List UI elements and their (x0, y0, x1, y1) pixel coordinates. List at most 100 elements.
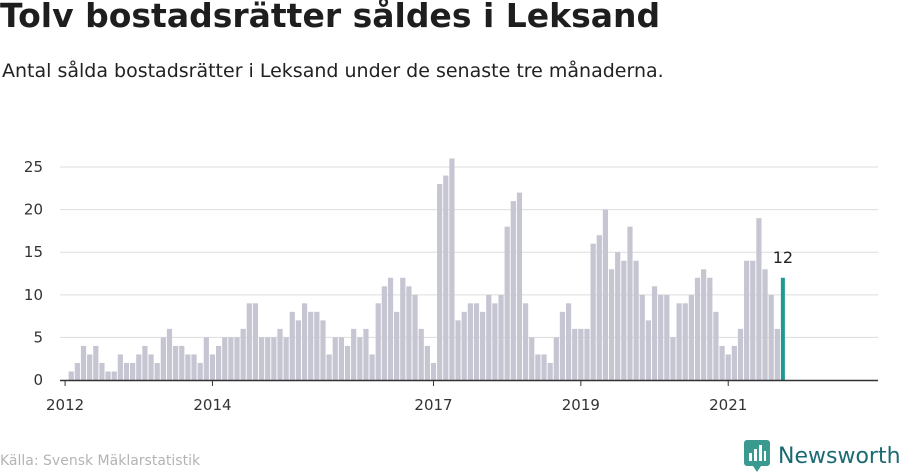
bar (160, 337, 166, 380)
bar (203, 337, 209, 380)
bar (627, 226, 633, 380)
bar (756, 218, 762, 380)
x-tick-label: 2014 (193, 396, 231, 414)
bar (750, 260, 756, 380)
bar (326, 354, 332, 380)
bar (136, 354, 142, 380)
bar (277, 328, 283, 380)
bar (369, 354, 375, 380)
bar (498, 294, 504, 380)
x-tick-label: 2021 (709, 396, 747, 414)
x-tick-label: 2019 (562, 396, 600, 414)
bar (645, 320, 651, 380)
bar (639, 294, 645, 380)
bar (584, 328, 590, 380)
bar (664, 294, 670, 380)
bar (473, 303, 480, 380)
bar (363, 328, 369, 380)
bar (535, 354, 541, 380)
bar (246, 303, 252, 380)
bar (707, 277, 713, 380)
bar (688, 294, 694, 380)
brand-logo[interactable]: Newsworthy (744, 440, 900, 472)
bar (222, 337, 228, 380)
newsworthy-icon (744, 440, 770, 472)
bar (725, 354, 731, 380)
bars (68, 158, 785, 380)
bar (621, 260, 627, 380)
bar (240, 328, 246, 380)
bar (154, 362, 160, 380)
bar (179, 345, 185, 380)
bar (130, 362, 136, 380)
bar (99, 362, 105, 380)
bar (412, 294, 418, 380)
bar (400, 277, 406, 380)
x-tick-label: 2012 (46, 396, 84, 414)
highlight-data-label: 12 (773, 248, 793, 267)
bar (191, 354, 197, 380)
bar (387, 277, 394, 380)
bar (142, 345, 148, 380)
bar (559, 311, 566, 380)
bar (332, 337, 338, 380)
bar (461, 311, 467, 380)
bar (713, 311, 719, 380)
chart-subtitle: Antal sålda bostadsrätter i Leksand unde… (2, 60, 664, 82)
y-tick-label: 20 (24, 201, 43, 219)
bar (381, 286, 387, 380)
bar (504, 226, 510, 380)
y-tick-label: 25 (24, 158, 43, 176)
bar (553, 337, 559, 380)
bar (547, 362, 553, 380)
bar (123, 362, 130, 380)
bar (258, 337, 265, 380)
bar (455, 320, 461, 380)
bar (529, 337, 535, 380)
bar (676, 303, 682, 380)
bar (68, 371, 74, 380)
bar (492, 303, 498, 380)
y-tick-label: 10 (24, 286, 43, 304)
bar (80, 345, 87, 380)
bar (590, 243, 596, 380)
bar (228, 337, 234, 380)
bar (375, 303, 381, 380)
bar (111, 371, 117, 380)
bar (486, 294, 492, 380)
bar (774, 328, 780, 380)
x-tick-label: 2017 (414, 396, 452, 414)
bar-highlight (780, 277, 785, 380)
bar (596, 235, 602, 380)
bar (510, 201, 516, 380)
bar (344, 345, 351, 380)
bar (351, 328, 357, 380)
bar (424, 345, 430, 380)
bar (602, 209, 609, 380)
bar (467, 303, 473, 380)
axes: 0 5 10 15 20 25 12 2012 2014 2017 2019 2021 (24, 158, 878, 414)
bar (480, 311, 486, 380)
bar (394, 311, 400, 380)
bar (216, 345, 222, 380)
bar (523, 303, 529, 380)
bar (197, 362, 203, 380)
bar (658, 294, 664, 380)
bar (314, 311, 320, 380)
bar (105, 371, 111, 380)
bar (737, 328, 744, 380)
bar (430, 362, 437, 380)
bar (338, 337, 344, 380)
bar (289, 311, 295, 380)
bar (185, 354, 191, 380)
bar (234, 337, 240, 380)
bar (516, 192, 523, 380)
bar (670, 337, 676, 380)
brand-name: Newsworthy (778, 443, 900, 469)
bar (271, 337, 277, 380)
bar (443, 175, 449, 380)
bar (93, 345, 99, 380)
chart-title: Tolv bostadsrätter såldes i Leksand (0, 0, 661, 35)
y-tick-label: 0 (33, 371, 43, 389)
bar (572, 328, 578, 380)
